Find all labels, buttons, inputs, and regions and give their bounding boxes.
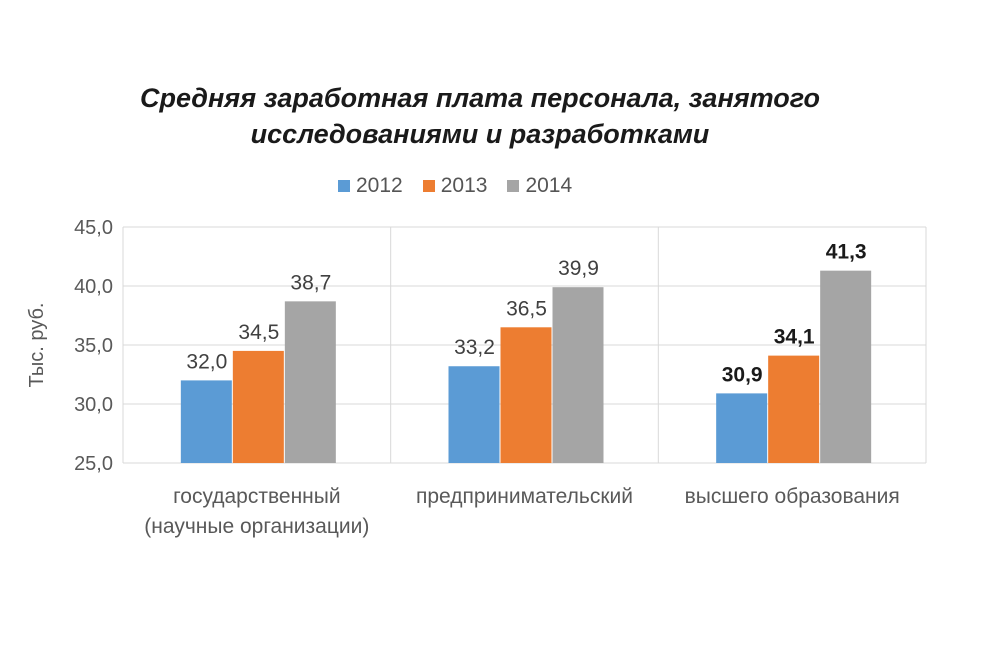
data-label: 32,0 — [186, 350, 227, 373]
bar-2012 — [716, 393, 768, 463]
y-tick-label: 25,0 — [74, 453, 113, 475]
legend-swatch-2012 — [338, 180, 350, 192]
legend-label-2014: 2014 — [525, 174, 573, 197]
y-tick-label: 45,0 — [74, 217, 113, 239]
bar-2013 — [768, 355, 820, 463]
chart-title: Средняя заработная плата персонала, заня… — [0, 80, 960, 152]
data-label: 38,7 — [290, 271, 331, 294]
legend-swatch-2013 — [422, 180, 435, 192]
bar-2013 — [500, 327, 552, 463]
chart-title-line-2: исследованиями и разработками — [250, 119, 710, 149]
legend-item-2012: 2012 — [338, 174, 403, 198]
data-label: 34,1 — [774, 326, 815, 349]
legend-item-2014: 2014 — [507, 174, 572, 198]
bar-2014 — [820, 270, 872, 463]
bar-2012 — [180, 380, 232, 463]
bar-2012 — [448, 366, 500, 463]
legend-swatch-2014 — [507, 180, 520, 192]
y-tick-label: 30,0 — [74, 394, 113, 416]
y-tick-label: 40,0 — [74, 276, 113, 298]
legend-label-2013: 2013 — [440, 174, 488, 197]
x-category-label: (научные организации) — [144, 515, 369, 538]
data-label: 39,9 — [558, 257, 599, 280]
y-tick-label: 35,0 — [74, 335, 113, 357]
chart-legend: 2012 2013 2014 — [338, 173, 592, 199]
y-axis-title: Тыс. руб. — [26, 303, 48, 388]
data-label: 30,9 — [722, 363, 763, 386]
x-category-label: государственный — [173, 485, 341, 508]
bar-2014 — [284, 301, 336, 463]
data-label: 41,3 — [826, 241, 867, 264]
x-category-label: высшего образования — [685, 485, 900, 508]
legend-label-2012: 2012 — [356, 174, 403, 197]
data-label: 33,2 — [454, 336, 495, 359]
legend-item-2013: 2013 — [422, 174, 488, 198]
data-label: 34,5 — [238, 321, 279, 344]
bar-2013 — [232, 350, 284, 463]
data-label: 36,5 — [506, 297, 547, 320]
chart-title-line-1: Средняя заработная плата персонала, заня… — [139, 83, 821, 113]
bar-2014 — [552, 287, 604, 463]
x-category-label: предпринимательский — [416, 485, 633, 508]
